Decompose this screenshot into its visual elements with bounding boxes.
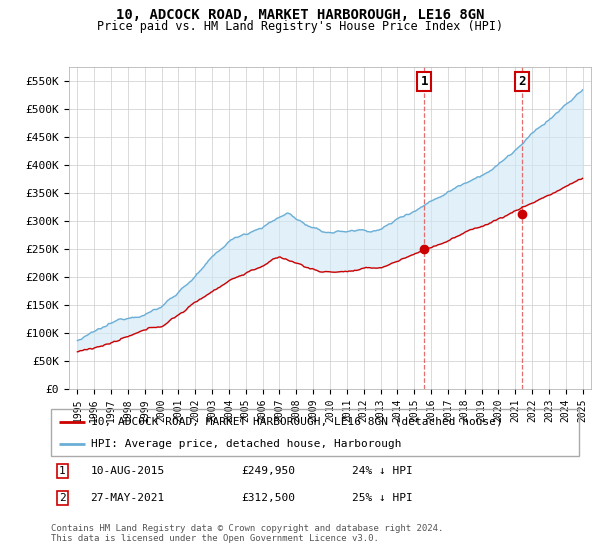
Text: 2: 2 <box>518 75 526 88</box>
Text: 1: 1 <box>59 466 65 476</box>
Text: £312,500: £312,500 <box>241 493 295 503</box>
Text: 10, ADCOCK ROAD, MARKET HARBOROUGH, LE16 8GN (detached house): 10, ADCOCK ROAD, MARKET HARBOROUGH, LE16… <box>91 417 502 427</box>
Text: HPI: Average price, detached house, Harborough: HPI: Average price, detached house, Harb… <box>91 438 401 449</box>
Text: Contains HM Land Registry data © Crown copyright and database right 2024.
This d: Contains HM Land Registry data © Crown c… <box>51 524 443 543</box>
Text: 24% ↓ HPI: 24% ↓ HPI <box>352 466 413 476</box>
Text: 10-AUG-2015: 10-AUG-2015 <box>91 466 165 476</box>
Text: 1: 1 <box>421 75 428 88</box>
Text: 25% ↓ HPI: 25% ↓ HPI <box>352 493 413 503</box>
Text: Price paid vs. HM Land Registry's House Price Index (HPI): Price paid vs. HM Land Registry's House … <box>97 20 503 33</box>
Text: 10, ADCOCK ROAD, MARKET HARBOROUGH, LE16 8GN: 10, ADCOCK ROAD, MARKET HARBOROUGH, LE16… <box>116 8 484 22</box>
Text: 2: 2 <box>59 493 65 503</box>
Text: £249,950: £249,950 <box>241 466 295 476</box>
Text: 27-MAY-2021: 27-MAY-2021 <box>91 493 165 503</box>
